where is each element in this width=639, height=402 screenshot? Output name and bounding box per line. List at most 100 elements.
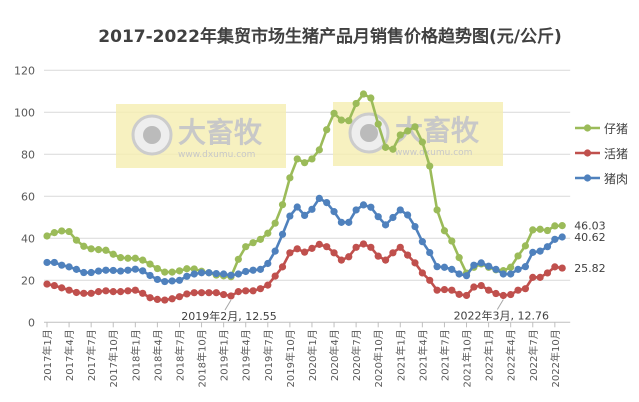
data-point [94, 288, 103, 296]
watermark-url: www.dxumu.com [395, 148, 472, 158]
watermark-url: www.dxumu.com [178, 150, 255, 160]
data-point [345, 253, 353, 261]
data-point [264, 229, 272, 237]
data-point [536, 273, 544, 281]
data-point [153, 275, 161, 284]
data-point [448, 286, 456, 294]
data-point [455, 290, 463, 298]
data-point [94, 267, 103, 275]
x-tick-label: 2020年4月 [328, 329, 341, 381]
data-point [433, 263, 441, 271]
data-point [404, 211, 412, 219]
x-tick-label: 2017年4月 [63, 329, 76, 381]
watermark-brand: 大畜牧 [178, 116, 263, 149]
data-point [175, 267, 184, 275]
x-tick-label: 2018年10月 [196, 329, 209, 387]
series-line [47, 196, 563, 283]
data-point [227, 271, 235, 279]
data-point [43, 232, 51, 240]
data-point [352, 99, 360, 108]
data-point [367, 243, 375, 251]
annotation-leader [224, 299, 232, 311]
data-point [558, 233, 566, 241]
data-point [315, 194, 323, 202]
data-point [212, 289, 220, 297]
data-point [551, 263, 559, 271]
data-point [278, 201, 287, 209]
data-point [146, 271, 154, 280]
data-point [521, 242, 530, 250]
data-point [330, 208, 338, 216]
data-point [462, 291, 471, 300]
data-point [485, 262, 493, 270]
legend-label: 活猪 [604, 147, 628, 161]
data-point [131, 286, 139, 294]
data-point [117, 254, 125, 262]
x-tick-label: 2017年1月 [41, 329, 54, 381]
data-point [521, 285, 530, 293]
legend-marker [583, 124, 592, 132]
data-point [271, 247, 279, 255]
data-point [418, 269, 426, 277]
data-point [337, 256, 345, 264]
chart-title: 2017-2022年集贸市场生猪产品月销售价格趋势图(元/公斤) [98, 26, 561, 47]
data-point [161, 268, 169, 276]
x-tick-label: 2022年1月 [483, 329, 496, 381]
data-point [374, 213, 382, 221]
data-point [102, 266, 110, 274]
data-point [367, 94, 375, 102]
x-tick-label: 2019年1月 [218, 329, 231, 381]
data-point [278, 230, 287, 238]
x-tick-label: 2022年10月 [549, 329, 562, 387]
data-point [80, 268, 88, 277]
data-point [94, 246, 103, 254]
data-point [543, 243, 552, 251]
data-point [492, 265, 500, 273]
y-tick-label: 80 [21, 148, 35, 161]
data-point [315, 146, 323, 154]
data-point [80, 242, 88, 250]
x-tick-label: 2019年4月 [240, 329, 253, 381]
legend-marker [583, 149, 592, 157]
data-point [396, 131, 404, 139]
data-point [543, 269, 552, 277]
data-point [411, 222, 419, 231]
data-point [345, 117, 353, 125]
data-point [514, 252, 522, 260]
data-point [58, 227, 66, 235]
data-point [301, 211, 309, 220]
data-point [374, 252, 382, 260]
data-point [256, 265, 265, 273]
legend-item: 猪肉 [575, 172, 628, 186]
data-point [499, 270, 507, 278]
data-point [109, 266, 117, 275]
data-point [87, 289, 95, 297]
data-point [220, 270, 228, 278]
data-point [58, 284, 66, 292]
data-point [175, 293, 184, 301]
data-point [131, 265, 139, 273]
data-point [492, 289, 500, 298]
data-point [543, 226, 552, 235]
data-point [286, 174, 294, 182]
data-point [462, 272, 471, 280]
legend-label: 猪肉 [604, 172, 628, 186]
data-point [293, 245, 301, 253]
data-point [124, 287, 132, 295]
data-point [323, 126, 331, 134]
data-point [330, 109, 338, 117]
data-point [153, 295, 161, 304]
data-point [426, 276, 434, 284]
data-point [440, 285, 449, 294]
data-point [58, 261, 66, 269]
data-point [507, 290, 515, 299]
data-point [161, 277, 169, 286]
data-point [507, 263, 515, 271]
data-point [109, 288, 117, 296]
data-point [448, 237, 456, 245]
data-point [440, 227, 449, 235]
data-point [249, 239, 257, 247]
y-tick-label: 60 [21, 190, 35, 203]
data-point [227, 292, 235, 300]
